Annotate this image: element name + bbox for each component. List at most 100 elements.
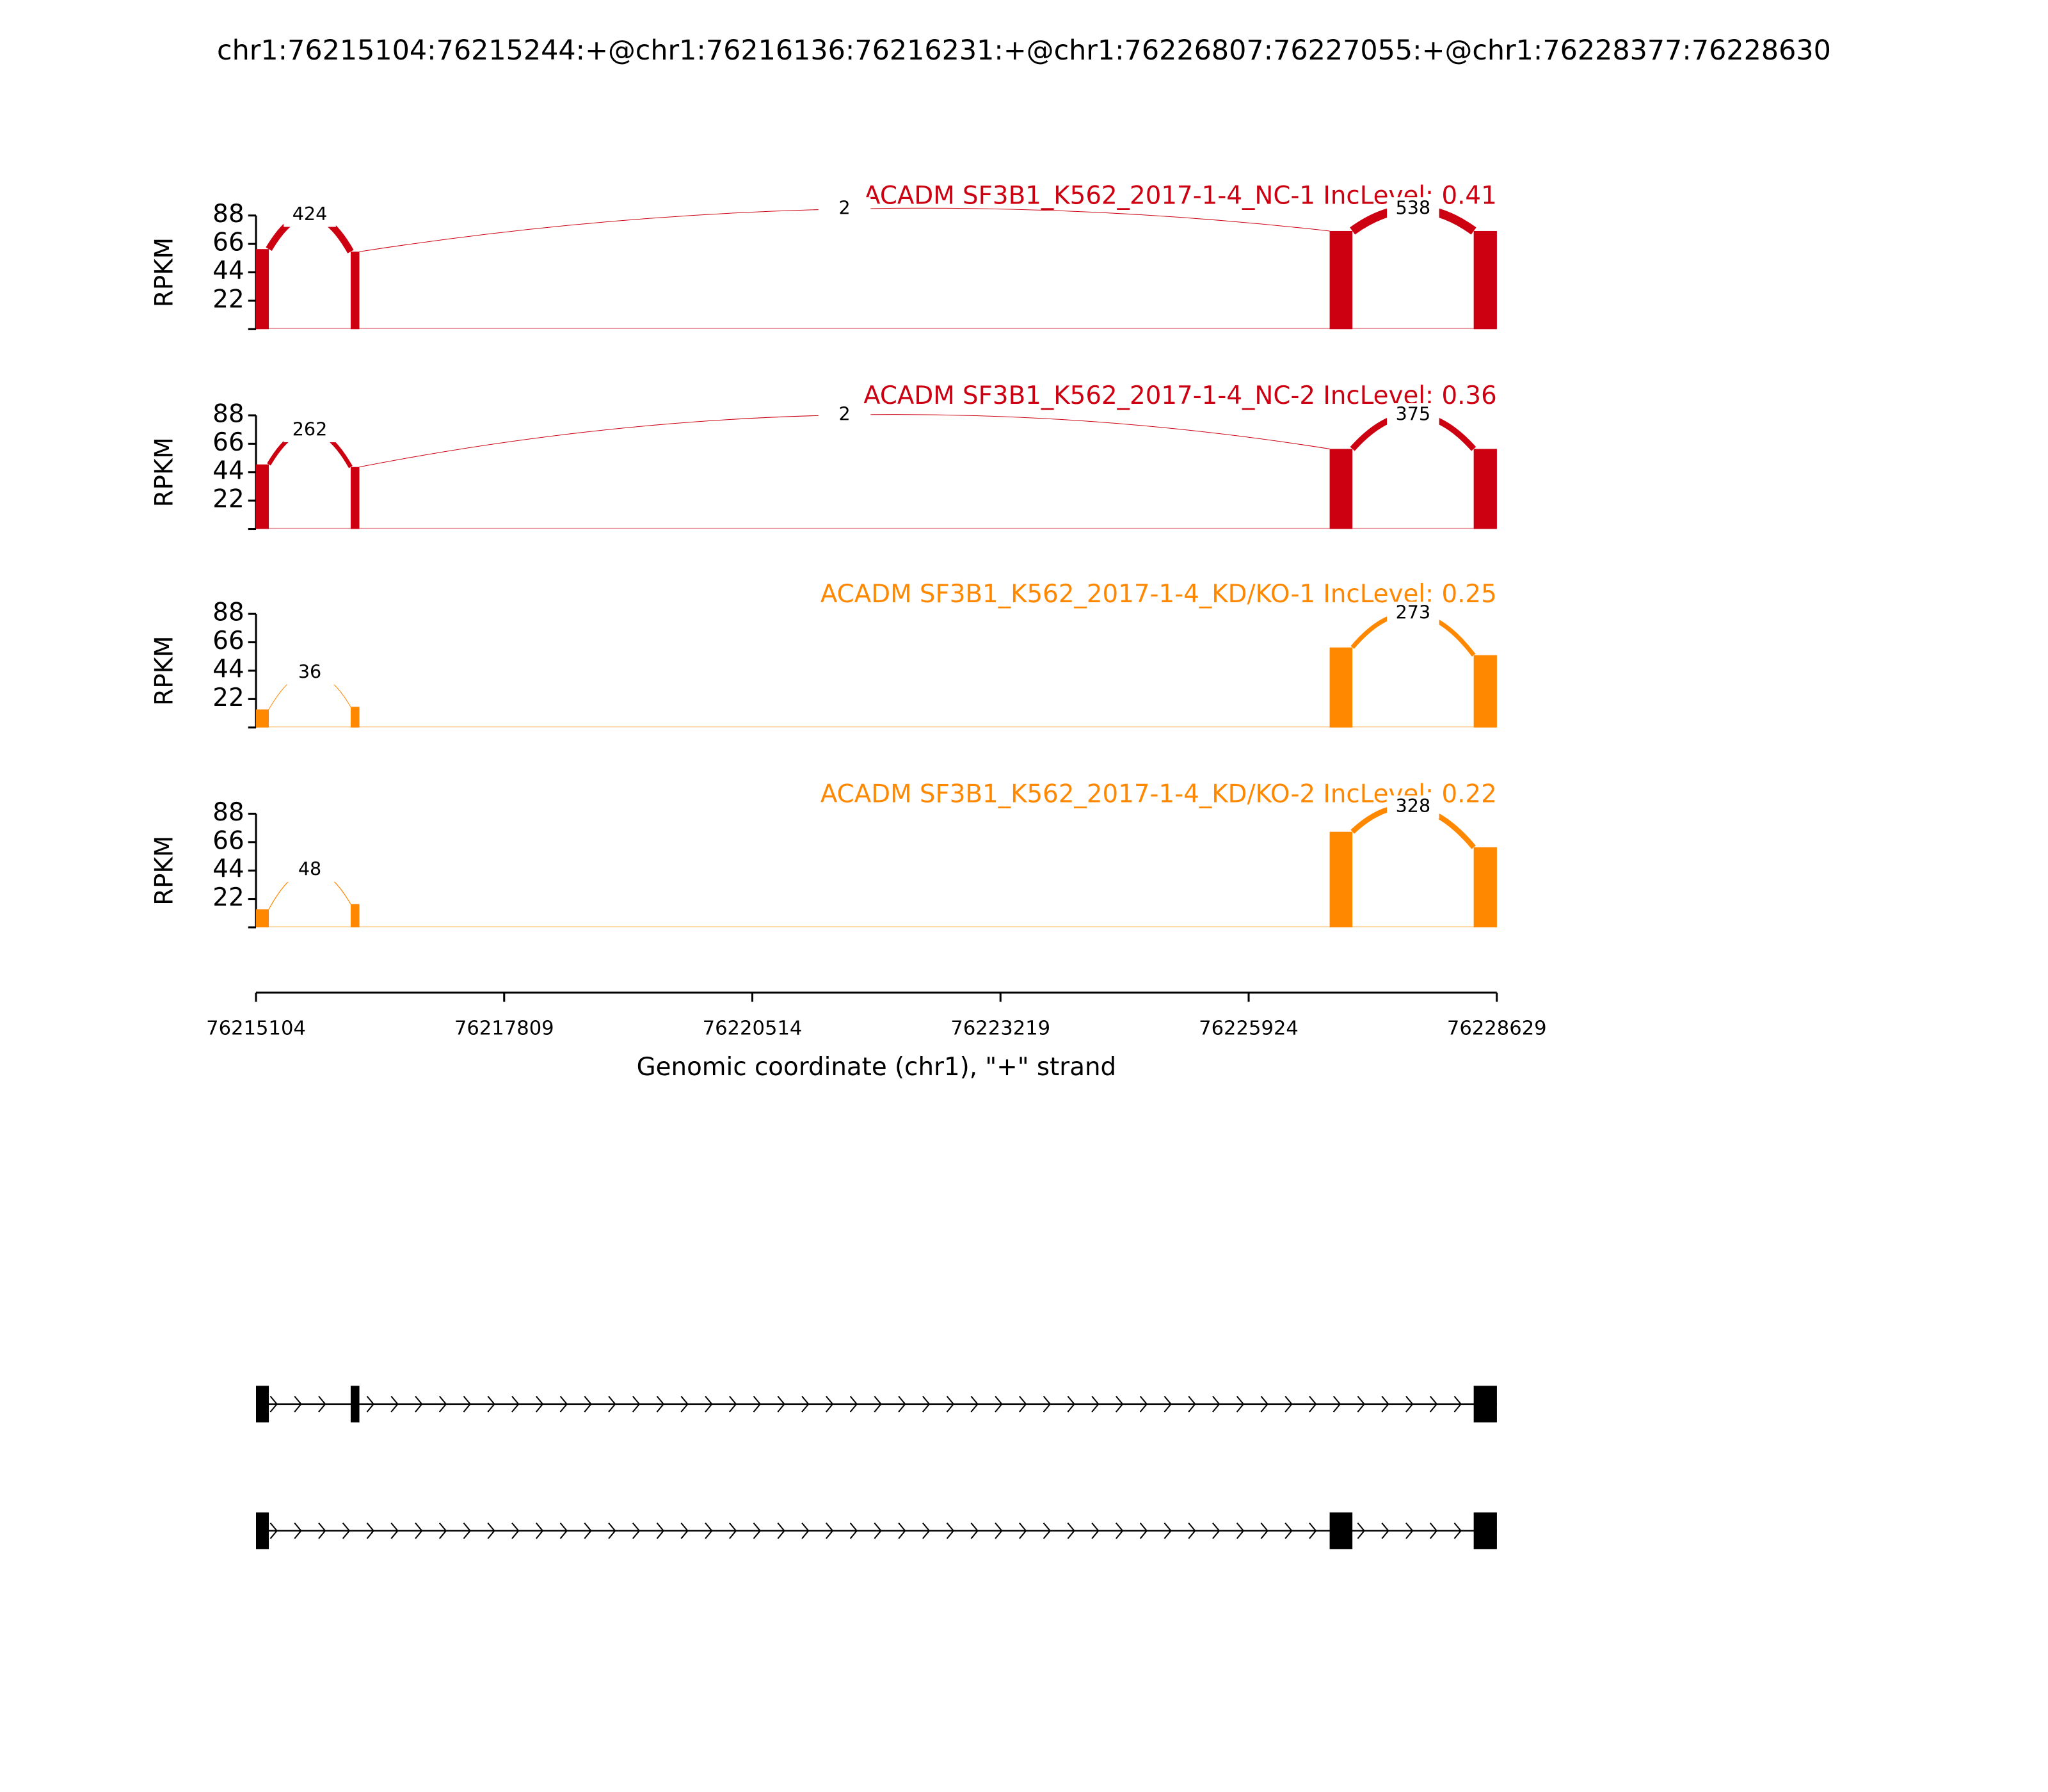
y-tick-label: 22	[212, 684, 244, 712]
junction-label-bg	[1387, 197, 1439, 221]
strand-arrow	[415, 1522, 423, 1539]
junction-label: 262	[292, 419, 328, 440]
strand-arrow	[1357, 1395, 1365, 1412]
junction-label-bg	[818, 197, 871, 221]
strand-arrow	[1091, 1395, 1100, 1412]
strand-arrow	[970, 1522, 979, 1539]
y-tick-label: 66	[212, 826, 244, 855]
coverage-block	[350, 904, 360, 927]
exon	[1473, 1386, 1497, 1423]
y-axis-label: RPKM	[150, 437, 179, 507]
strand-arrow	[826, 1395, 834, 1412]
strand-arrow	[366, 1522, 375, 1539]
y-tick-label: 44	[212, 257, 244, 285]
panel-title: ACADM SF3B1_K562_2017-1-4_KD/KO-1 IncLev…	[820, 580, 1497, 609]
strand-arrow	[390, 1522, 399, 1539]
strand-arrow	[946, 1395, 955, 1412]
strand-arrow	[1429, 1522, 1438, 1539]
strand-arrow	[995, 1395, 1003, 1412]
x-tick-label: 76215104	[206, 1018, 306, 1040]
exon	[350, 1386, 360, 1423]
strand-arrow	[1043, 1395, 1052, 1412]
x-axis-label: Genomic coordinate (chr1), "+" strand	[637, 1053, 1117, 1082]
y-axis-label: RPKM	[150, 836, 179, 906]
strand-arrow	[1236, 1395, 1245, 1412]
strand-arrow	[898, 1395, 906, 1412]
strand-arrow	[269, 1522, 278, 1539]
coverage-block	[1329, 647, 1353, 728]
strand-arrow	[922, 1522, 931, 1539]
strand-arrow	[922, 1395, 931, 1412]
strand-arrow	[584, 1522, 592, 1539]
strand-arrow	[487, 1395, 495, 1412]
strand-arrow	[1357, 1522, 1365, 1539]
coverage-block	[350, 707, 360, 728]
coverage-block	[256, 249, 269, 330]
junction-label: 2	[838, 197, 850, 219]
coverage-block	[350, 467, 360, 529]
strand-arrow	[294, 1395, 302, 1412]
strand-arrow	[632, 1522, 641, 1539]
y-tick-label: 88	[212, 200, 244, 228]
y-tick-label: 88	[212, 598, 244, 627]
strand-arrow	[438, 1395, 447, 1412]
y-tick-label: 44	[212, 456, 244, 485]
strand-arrow	[511, 1395, 520, 1412]
strand-arrow	[1332, 1395, 1341, 1412]
coverage-block	[1473, 847, 1497, 927]
strand-arrow	[753, 1522, 762, 1539]
y-tick-label: 22	[212, 883, 244, 912]
junction-label-bg	[284, 661, 336, 685]
strand-arrow	[1429, 1395, 1438, 1412]
coverage-block	[350, 252, 360, 330]
strand-arrow	[1019, 1522, 1027, 1539]
y-axis-label: RPKM	[150, 237, 179, 307]
strand-arrow	[535, 1395, 544, 1412]
coverage-block	[1329, 831, 1353, 927]
x-tick-label: 76228629	[1447, 1018, 1547, 1040]
strand-arrow	[680, 1395, 689, 1412]
strand-arrow	[705, 1395, 713, 1412]
strand-arrow	[874, 1395, 882, 1412]
strand-arrow	[898, 1522, 906, 1539]
strand-arrow	[1260, 1522, 1268, 1539]
y-tick-label: 88	[212, 399, 244, 428]
coverage-block	[1473, 449, 1497, 529]
strand-arrow	[1381, 1522, 1389, 1539]
strand-arrow	[1212, 1395, 1220, 1412]
y-axis-label: RPKM	[150, 636, 179, 705]
strand-arrow	[849, 1395, 858, 1412]
strand-arrow	[1405, 1395, 1414, 1412]
strand-arrow	[729, 1522, 737, 1539]
strand-arrow	[1164, 1522, 1172, 1539]
x-tick-label: 76223219	[950, 1018, 1050, 1040]
junction-label-bg	[284, 203, 336, 227]
strand-arrow	[1043, 1522, 1052, 1539]
junction-label: 424	[292, 203, 328, 225]
y-tick-label: 66	[212, 428, 244, 457]
strand-arrow	[946, 1522, 955, 1539]
panel-title: ACADM SF3B1_K562_2017-1-4_KD/KO-2 IncLev…	[820, 780, 1497, 808]
strand-arrow	[849, 1522, 858, 1539]
strand-arrow	[1260, 1395, 1268, 1412]
x-tick-label: 76217809	[454, 1018, 554, 1040]
junction-label-bg	[1387, 795, 1439, 819]
strand-arrow	[705, 1522, 713, 1539]
y-tick-label: 66	[212, 228, 244, 257]
strand-arrow	[1139, 1522, 1148, 1539]
strand-arrow	[777, 1522, 785, 1539]
strand-arrow	[559, 1522, 568, 1539]
strand-arrow	[1381, 1395, 1389, 1412]
strand-arrow	[1188, 1522, 1196, 1539]
junction-label: 273	[1396, 602, 1431, 623]
strand-arrow	[1284, 1395, 1293, 1412]
strand-arrow	[294, 1522, 302, 1539]
strand-arrow	[1139, 1395, 1148, 1412]
strand-arrow	[1453, 1395, 1462, 1412]
junction-label: 375	[1396, 403, 1431, 424]
strand-arrow	[342, 1522, 351, 1539]
strand-arrow	[438, 1522, 447, 1539]
strand-arrow	[1284, 1522, 1293, 1539]
coverage-block	[1329, 230, 1353, 330]
